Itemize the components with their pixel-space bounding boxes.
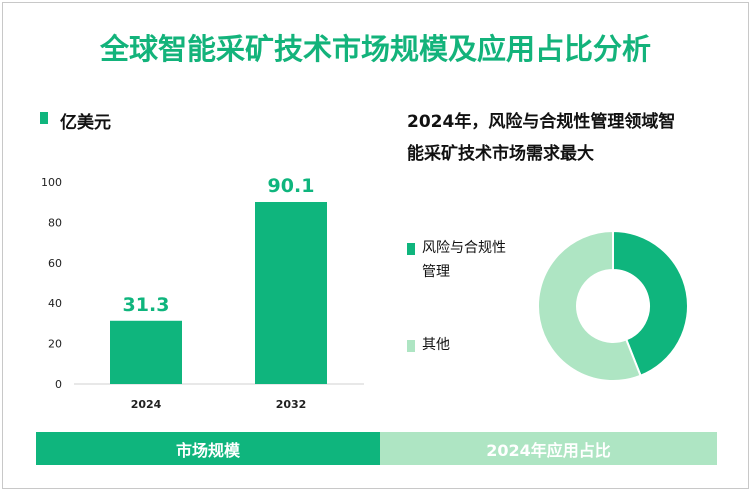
x-tick-label: 2024	[131, 398, 162, 411]
bar-2032	[255, 201, 327, 384]
bar-legend-swatch	[40, 112, 48, 124]
pie-legend-label-0: 风险与合规性 管理	[422, 236, 506, 284]
y-tick-label: 80	[48, 216, 62, 229]
pie-legend-swatch-0	[407, 243, 415, 255]
pie-legend-line: 管理	[422, 264, 450, 280]
y-tick-label: 40	[48, 297, 62, 310]
bar-unit-label: 亿美元	[60, 113, 111, 133]
bar-value-label: 90.1	[268, 175, 315, 197]
y-tick-label: 60	[48, 257, 62, 270]
bar-value-label: 31.3	[123, 294, 170, 316]
donut-slice-0	[612, 229, 689, 378]
pie-title-line1: 2024年，风险与合规性管理领域智	[407, 112, 676, 132]
pie-legend-swatch-1	[407, 340, 415, 352]
bar-2024	[110, 320, 182, 384]
pie-legend-line: 风险与合规性	[422, 240, 506, 256]
footer-market-size: 市场规模	[36, 432, 380, 465]
y-tick-label: 20	[48, 338, 62, 351]
pie-title-line2: 能采矿技术市场需求最大	[407, 144, 594, 164]
y-tick-label: 100	[41, 176, 62, 189]
pie-chart-title: 2024年，风险与合规性管理领域智 能采矿技术市场需求最大	[407, 106, 707, 170]
y-tick-label: 0	[55, 378, 62, 391]
page-title: 全球智能采矿技术市场规模及应用占比分析	[99, 32, 651, 66]
x-tick-label: 2032	[276, 398, 307, 411]
footer-app-share: 2024年应用占比	[380, 432, 717, 465]
pie-legend-label-1: 其他	[422, 337, 450, 353]
donut-slice-1	[537, 229, 642, 382]
